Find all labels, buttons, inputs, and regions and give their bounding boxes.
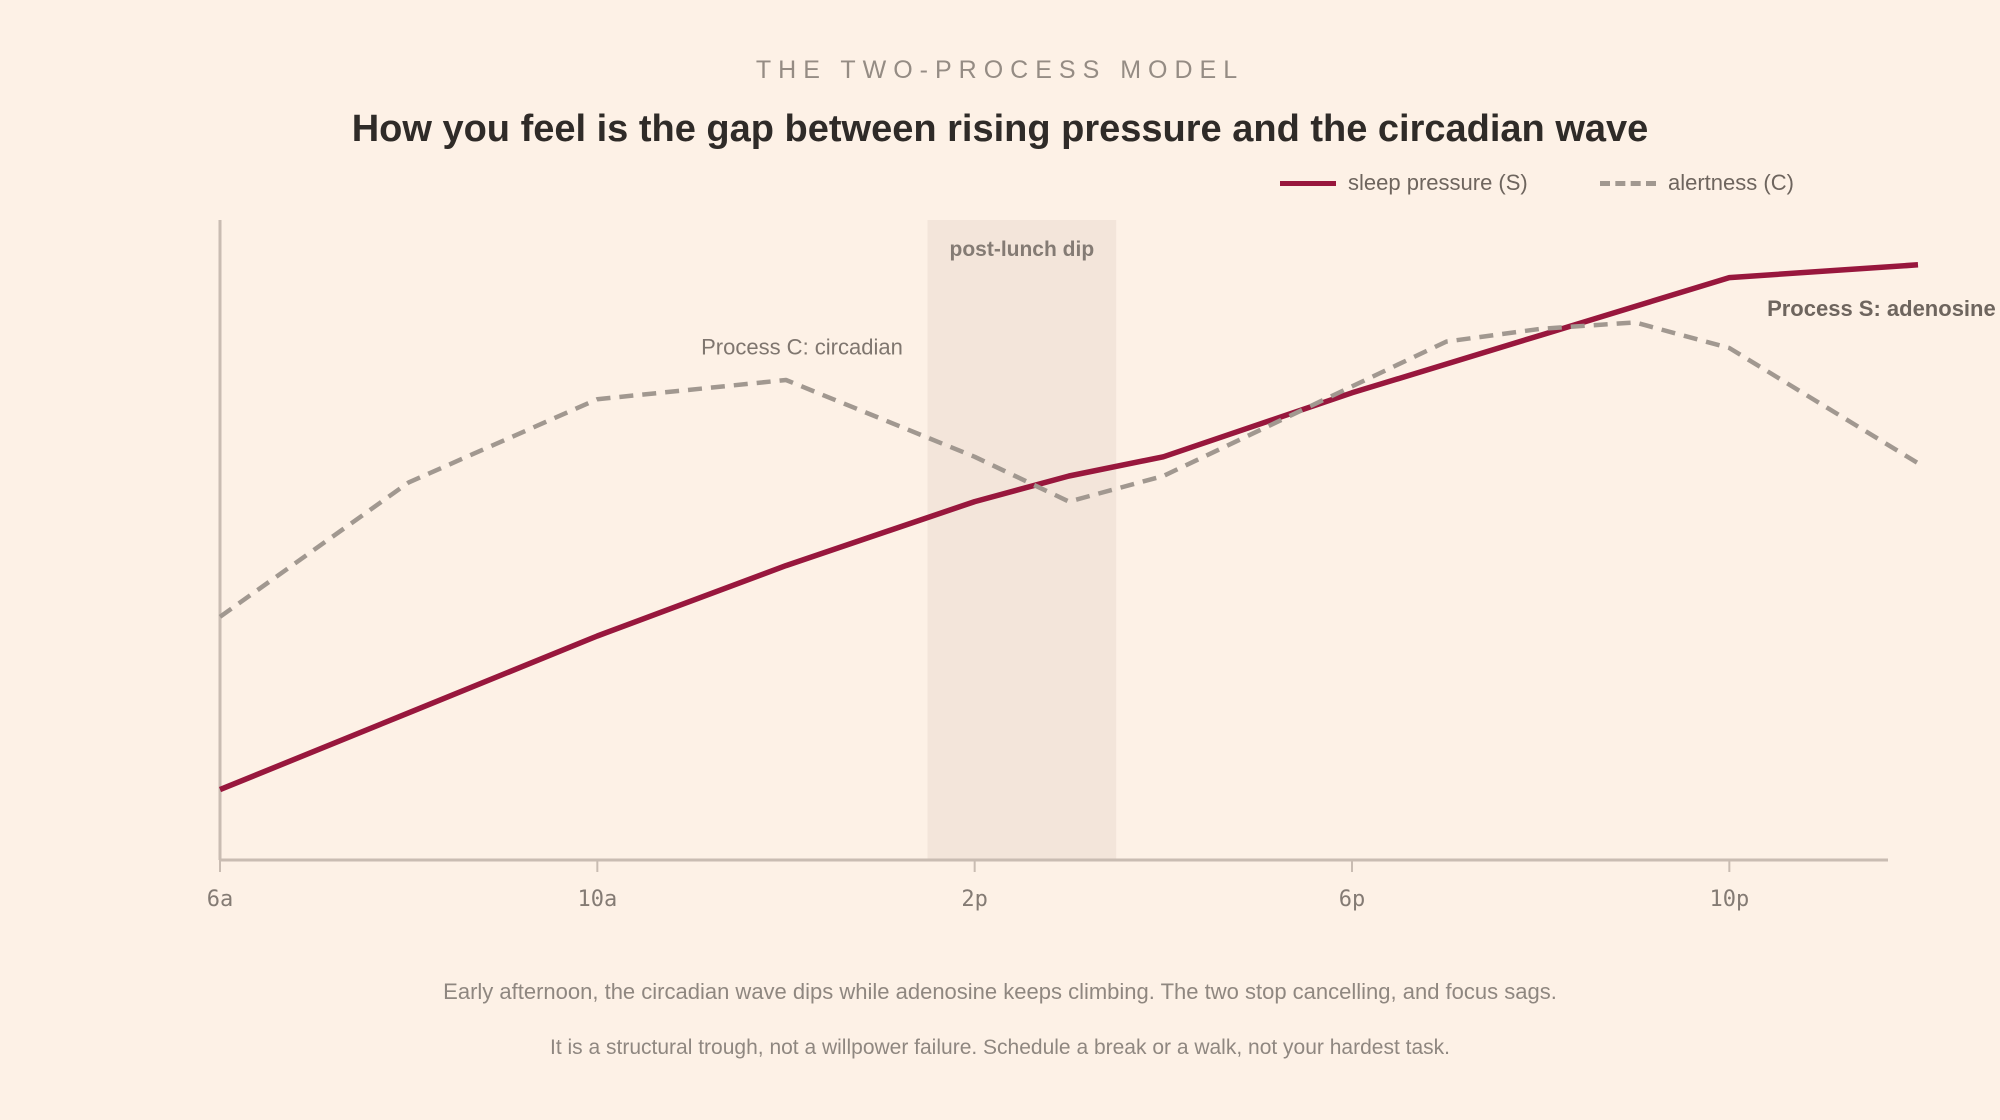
annotation-process-s: Process S: adenosine <box>1767 296 1996 321</box>
chart-title: How you feel is the gap between rising p… <box>351 108 1649 150</box>
legend-label-sleep-pressure: sleep pressure (S) <box>1348 170 1528 195</box>
annotation-process-c: Process C: circadian <box>701 334 903 359</box>
post-lunch-dip-band <box>927 220 1117 860</box>
legend-swatch-alertness <box>1600 180 1656 186</box>
sleep-pressure-line <box>218 262 1919 793</box>
x-tick-label-6a: 6a <box>207 887 234 912</box>
x-tick-label-10p: 10p <box>1709 887 1749 912</box>
x-tick-label-2p: 2p <box>961 887 988 912</box>
x-tick-label-10a: 10a <box>577 887 617 912</box>
footnote-line-2: It is a structural trough, not a willpow… <box>550 1036 1450 1059</box>
legend: sleep pressure (S) alertness (C) <box>1280 170 1840 200</box>
alertness-line <box>218 320 1920 619</box>
legend-label-alertness: alertness (C) <box>1668 170 1794 195</box>
line-chart: post-lunch dip 6a 10a 2p 6p 10p Process C: cir… <box>207 220 1996 912</box>
legend-swatch-sleep-pressure <box>1280 180 1336 186</box>
legend-item-sleep-pressure: sleep pressure (S) <box>1280 170 1528 196</box>
footnote-line-1: Early afternoon, the circadian wave dips… <box>443 979 1557 1004</box>
chart-eyebrow: THE TWO-PROCESS MODEL <box>755 56 1245 84</box>
x-tick-label-6p: 6p <box>1339 887 1366 912</box>
legend-item-alertness: alertness (C) <box>1600 170 1794 196</box>
post-lunch-dip-label: post-lunch dip <box>950 238 1095 261</box>
